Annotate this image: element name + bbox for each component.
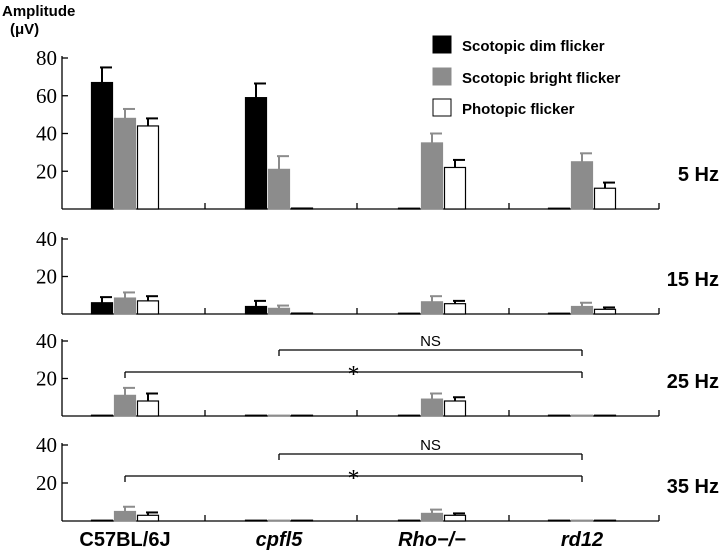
bar-scotopic-dim-flicker-rho [397, 312, 421, 315]
bar-photopic-flicker-cpfl5 [290, 207, 314, 210]
significance-label: * [348, 466, 360, 492]
bar-photopic-flicker-cpfl5 [290, 519, 314, 522]
bar-scotopic-dim-flicker-rho [397, 519, 421, 522]
y-tick-label: 20 [36, 367, 57, 391]
panel-5-hz: 20 40 60 80 5 Hz [36, 46, 719, 210]
y-tick-label: 20 [36, 159, 57, 183]
category-labels: C57BL/6J cpfl5 Rho−/− rd12 [79, 529, 603, 551]
bar-scotopic-dim-flicker-cpfl5 [244, 97, 268, 210]
legend-label-photopic: Photopic flicker [462, 101, 575, 118]
frequency-label: 35 Hz [667, 476, 719, 498]
bar-scotopic-bright-flicker-rd12 [570, 161, 594, 210]
bar-scotopic-dim-flicker-c57bl-6j [90, 81, 114, 210]
bar-scotopic-dim-flicker-cpfl5 [244, 519, 268, 522]
bar-scotopic-dim-flicker-rd12 [547, 207, 571, 210]
bar-photopic-flicker-rd12 [593, 414, 617, 417]
bar-photopic-flicker-rd12 [593, 187, 617, 210]
y-tick-label: 40 [36, 433, 57, 457]
y-tick-label: 40 [36, 329, 57, 353]
y-tick-label: 40 [36, 122, 57, 146]
bar-scotopic-bright-flicker-cpfl5 [267, 168, 291, 210]
category-label-c57bl6j: C57BL/6J [79, 529, 170, 551]
frequency-label: 5 Hz [678, 164, 719, 186]
bar-photopic-flicker-rho [443, 514, 467, 522]
y-axis-label-line1: Amplitude [2, 3, 75, 20]
legend-label-scotopic-bright: Scotopic bright flicker [462, 70, 621, 87]
bar-scotopic-bright-flicker-cpfl5 [267, 414, 291, 417]
bar-scotopic-dim-flicker-c57bl-6j [90, 302, 114, 315]
bar-photopic-flicker-rd12 [593, 519, 617, 522]
bar-scotopic-dim-flicker-rd12 [547, 312, 571, 315]
bar-scotopic-bright-flicker-c57bl-6j [113, 510, 137, 522]
significance-label: * [348, 362, 360, 388]
legend-label-scotopic-dim: Scotopic dim flicker [462, 38, 605, 55]
legend-swatch-photopic [432, 98, 452, 117]
legend-swatch-scotopic-bright [432, 67, 452, 86]
significance-label: NS [420, 333, 441, 350]
bar-scotopic-bright-flicker-rho [420, 301, 444, 315]
category-label-rho: Rho−/− [398, 529, 466, 551]
bar-scotopic-dim-flicker-rho [397, 414, 421, 417]
significance-label: NS [420, 437, 441, 454]
legend-swatch-scotopic-dim [432, 35, 452, 54]
chart-panels: 20 40 60 80 5 Hz 20 40 15 Hz 20 40 25 Hz NS * 20 40 35 … [36, 46, 719, 522]
y-tick-label: 20 [36, 471, 57, 495]
bar-photopic-flicker-rho [443, 400, 467, 417]
bar-scotopic-dim-flicker-c57bl-6j [90, 414, 114, 417]
bar-scotopic-dim-flicker-rd12 [547, 414, 571, 417]
bar-scotopic-bright-flicker-rho [420, 142, 444, 210]
frequency-label: 15 Hz [667, 269, 719, 291]
bar-scotopic-bright-flicker-rd12 [570, 305, 594, 315]
category-label-rd12: rd12 [561, 529, 603, 551]
bar-scotopic-dim-flicker-cpfl5 [244, 414, 268, 417]
bar-photopic-flicker-c57bl-6j [136, 400, 160, 417]
y-tick-label: 20 [36, 265, 57, 289]
frequency-label: 25 Hz [667, 371, 719, 393]
bar-photopic-flicker-rd12 [593, 308, 617, 315]
bar-photopic-flicker-cpfl5 [290, 312, 314, 315]
bar-scotopic-bright-flicker-cpfl5 [267, 519, 291, 522]
bar-scotopic-dim-flicker-rd12 [547, 519, 571, 522]
y-axis-label-line2: (μV) [10, 21, 39, 38]
bar-scotopic-bright-flicker-c57bl-6j [113, 297, 137, 315]
bar-scotopic-dim-flicker-rho [397, 207, 421, 210]
bar-scotopic-bright-flicker-rd12 [570, 414, 594, 417]
bar-scotopic-dim-flicker-c57bl-6j [90, 519, 114, 522]
panel-25-hz: 20 40 25 Hz NS * [36, 329, 719, 417]
bar-scotopic-bright-flicker-c57bl-6j [113, 394, 137, 417]
bar-photopic-flicker-cpfl5 [290, 414, 314, 417]
y-tick-label: 80 [36, 46, 57, 70]
category-label-cpfl5: cpfl5 [256, 529, 304, 551]
bar-photopic-flicker-c57bl-6j [136, 300, 160, 315]
bar-scotopic-bright-flicker-cpfl5 [267, 307, 291, 315]
y-tick-label: 40 [36, 227, 57, 251]
legend: Scotopic dim flicker Scotopic bright fli… [432, 35, 621, 118]
bar-scotopic-bright-flicker-rd12 [570, 519, 594, 522]
bar-photopic-flicker-rho [443, 303, 467, 315]
y-tick-label: 60 [36, 84, 57, 108]
bar-photopic-flicker-rho [443, 166, 467, 210]
bar-scotopic-dim-flicker-cpfl5 [244, 305, 268, 315]
bar-photopic-flicker-c57bl-6j [136, 514, 160, 522]
bar-photopic-flicker-c57bl-6j [136, 125, 160, 210]
bar-scotopic-bright-flicker-c57bl-6j [113, 117, 137, 210]
panel-35-hz: 20 40 35 Hz NS * [36, 433, 719, 522]
panel-15-hz: 20 40 15 Hz [36, 227, 719, 315]
bar-scotopic-bright-flicker-rho [420, 398, 444, 417]
bar-scotopic-bright-flicker-rho [420, 512, 444, 522]
